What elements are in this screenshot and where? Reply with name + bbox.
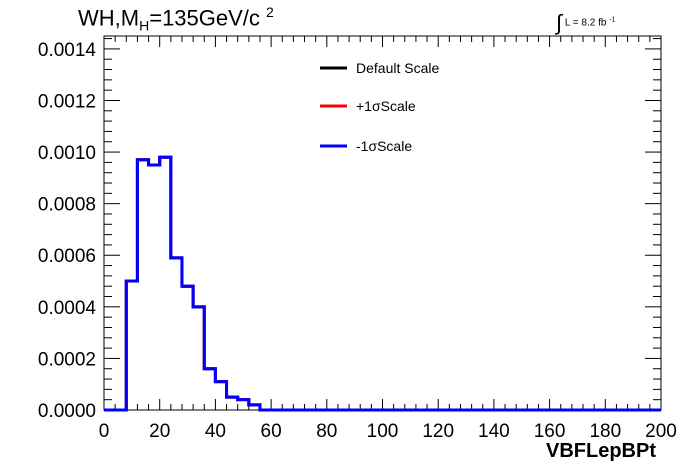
- x-tick-label: 200: [645, 421, 677, 442]
- axis-tick-labels: 0 20 40 60 80 100 120 140 160 180 200 0.0000 0.0002 0…: [38, 40, 677, 442]
- title-subscript: H: [139, 17, 150, 34]
- series-layer: [104, 155, 661, 412]
- y-tick-label: 0.0004: [38, 298, 97, 319]
- title-main: WH,M: [78, 5, 140, 31]
- y-tick-label: 0.0012: [38, 91, 96, 112]
- title-rest: =135GeV/c: [149, 5, 260, 31]
- series-line-0: [104, 155, 661, 412]
- axis-ticks: [103, 36, 662, 411]
- y-tick-label: 0.0010: [38, 143, 96, 164]
- y-tick-label: 0.0014: [38, 40, 97, 61]
- x-tick-label: 180: [589, 421, 621, 442]
- title-superscript: 2: [266, 4, 274, 20]
- y-tick-label: 0.0008: [38, 195, 96, 216]
- x-tick-label: 40: [205, 421, 226, 442]
- y-tick-label: 0.0002: [38, 349, 96, 370]
- legend-label-1: +1σScale: [356, 98, 416, 114]
- x-axis-label: VBFLepBPt: [546, 440, 656, 462]
- chart-title: WH,MH=135GeV/c 2: [78, 4, 274, 34]
- legend-label-0: Default Scale: [356, 60, 439, 76]
- x-tick-label: 140: [478, 421, 510, 442]
- x-tick-label: 80: [316, 421, 337, 442]
- series-line-2: [104, 155, 661, 412]
- legend-label-2: -1σScale: [356, 138, 412, 154]
- x-tick-label: 20: [149, 421, 170, 442]
- plot-frame: [103, 35, 662, 411]
- legend: Default Scale +1σScale -1σScale: [320, 60, 439, 154]
- x-tick-label: 0: [99, 421, 110, 442]
- lumi-superscript: -1: [609, 16, 616, 24]
- integral-symbol: ∫: [556, 10, 563, 35]
- x-tick-label: 100: [367, 421, 399, 442]
- luminosity-label: ∫ L = 8.2 fb -1: [556, 10, 615, 36]
- y-tick-label: 0.0000: [38, 401, 96, 422]
- y-tick-label: 0.0006: [38, 246, 96, 267]
- x-tick-label: 160: [534, 421, 566, 442]
- x-tick-label: 120: [422, 421, 454, 442]
- series-line-1: [104, 155, 661, 412]
- x-tick-label: 60: [261, 421, 282, 442]
- lumi-text: L = 8.2 fb: [564, 17, 607, 29]
